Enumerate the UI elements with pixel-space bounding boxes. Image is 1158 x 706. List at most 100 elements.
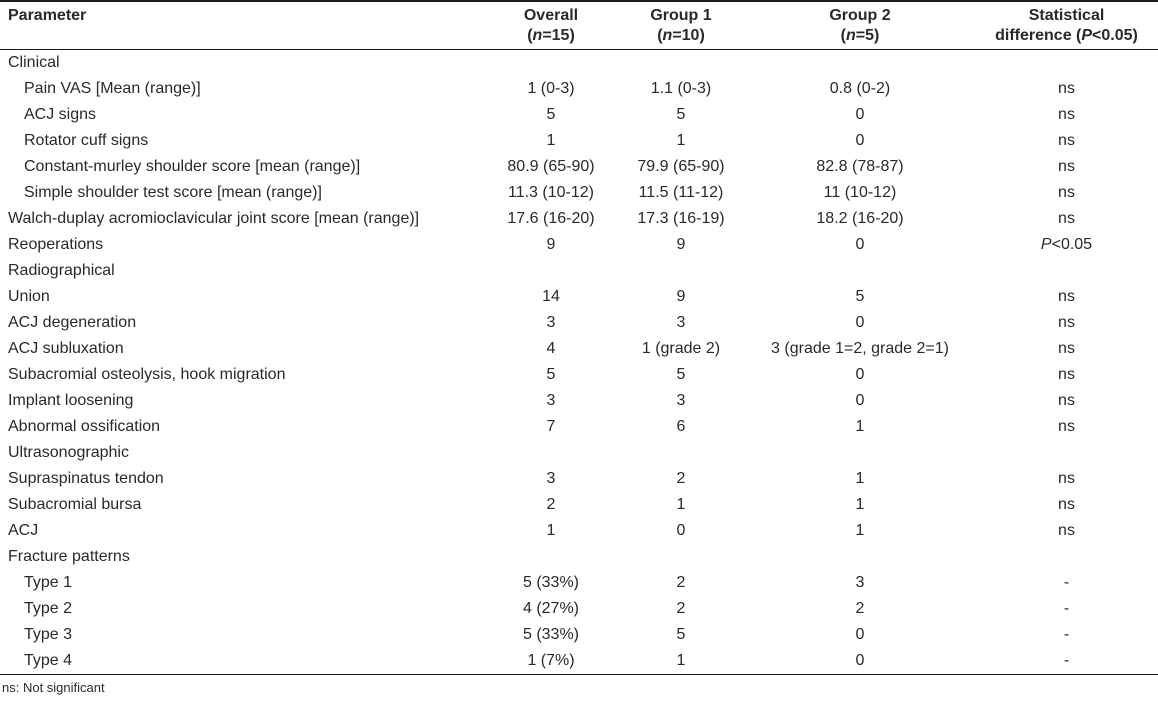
cell-parameter: Type 4 <box>0 648 485 675</box>
cell-overall: 5 <box>546 366 556 383</box>
italic-text: n <box>845 27 856 44</box>
column-header-subscript: (n=15) <box>487 26 615 46</box>
cell-overall: 14 <box>542 288 560 305</box>
section-row: Ultrasonographic <box>0 440 1158 466</box>
text: difference ( <box>995 27 1082 44</box>
table-row: Abnormal ossification 7 6 1 ns <box>0 414 1158 440</box>
empty-cell <box>975 258 1158 284</box>
cell-parameter: ACJ signs <box>24 106 97 123</box>
cell-group1: 2 <box>676 600 686 617</box>
cell-parameter: Type 3 <box>24 626 73 643</box>
cell-parameter: Subacromial bursa <box>8 496 142 513</box>
cell-group2: 3 <box>855 574 865 591</box>
cell-stat: ns <box>1058 366 1075 383</box>
text: =15) <box>542 27 575 44</box>
cell-group2: 0 <box>855 132 865 149</box>
italic-text: n <box>662 27 673 44</box>
cell-group2: 1 <box>855 470 865 487</box>
cell-group2: 3 (grade 1=2, grade 2=1) <box>771 340 949 357</box>
column-header-subscript: (n=5) <box>747 26 973 46</box>
table-head: Parameter Overall (n=15) Group 1 (n=10) Group… <box>0 1 1158 50</box>
text: ( <box>840 27 846 44</box>
cell-stat: ns <box>1058 210 1075 227</box>
table-row: ACJ degeneration 3 3 0 ns <box>0 310 1158 336</box>
cell-group2: 0 <box>855 392 865 409</box>
cell-group1: 9 <box>676 288 686 305</box>
cell-group2: 0 <box>855 314 865 331</box>
cell-parameter: Type 1 <box>24 574 73 591</box>
table-row: ACJ subluxation 4 1 (grade 2) 3 (grade 1=2,… <box>0 336 1158 362</box>
column-header-stat: Statistical difference (P<0.05) <box>975 1 1158 50</box>
table-row: Subacromial bursa 2 1 1 ns <box>0 492 1158 518</box>
cell-overall: 1 (0-3) <box>527 80 575 97</box>
cell-parameter: Simple shoulder test score [mean (range)… <box>24 184 322 201</box>
column-header-subscript: difference (P<0.05) <box>977 26 1156 46</box>
section-label: Fracture patterns <box>8 548 130 565</box>
table-row: Union 14 9 5 ns <box>0 284 1158 310</box>
cell-group2: 2 <box>855 600 865 617</box>
cell-stat: ns <box>1058 392 1075 409</box>
table-row: Type 1 5 (33%) 2 3 - <box>0 570 1158 596</box>
cell-overall: 2 <box>546 496 556 513</box>
table-footnote: ns: Not significant <box>2 680 105 695</box>
cell-stat: ns <box>1058 470 1075 487</box>
table-row: Subacromial osteolysis, hook migration 5 5… <box>0 362 1158 388</box>
cell-overall: 17.6 (16-20) <box>507 210 595 227</box>
cell-group2: 5 <box>855 288 865 305</box>
study-parameters-table: Parameter Overall (n=15) Group 1 (n=10) Group… <box>0 1 1158 675</box>
cell-stat: ns <box>1058 418 1075 435</box>
text: ( <box>527 27 533 44</box>
cell-stat: ns <box>1058 522 1075 539</box>
cell-group1: 11.5 (11-12) <box>638 184 724 201</box>
section-label: Clinical <box>8 54 60 71</box>
cell-group1: 1.1 (0-3) <box>650 80 712 97</box>
empty-cell <box>617 258 745 284</box>
cell-group1: 6 <box>676 418 686 435</box>
cell-group2: 0 <box>855 366 865 383</box>
cell-group1: 1 <box>676 496 686 513</box>
column-header-label: Overall <box>523 7 579 24</box>
cell-parameter: ACJ subluxation <box>8 340 124 357</box>
cell-group1: 5 <box>676 626 686 643</box>
section-label: Ultrasonographic <box>8 444 129 461</box>
column-header-label: Statistical <box>1028 7 1105 24</box>
column-header-overall: Overall (n=15) <box>485 1 617 50</box>
cell-group1: 17.3 (16-19) <box>637 210 725 227</box>
italic-text: P <box>1040 236 1052 253</box>
cell-overall: 7 <box>546 418 556 435</box>
cell-parameter: Subacromial osteolysis, hook migration <box>8 366 286 383</box>
cell-stat: ns <box>1058 496 1075 513</box>
cell-group2: 1 <box>855 418 865 435</box>
table-row: Implant loosening 3 3 0 ns <box>0 388 1158 414</box>
cell-group2: 0.8 (0-2) <box>829 80 891 97</box>
cell-stat: ns <box>1058 184 1075 201</box>
cell-stat: ns <box>1058 158 1075 175</box>
cell-overall: 11.3 (10-12) <box>508 184 594 201</box>
empty-cell <box>617 544 745 570</box>
table-row: Type 3 5 (33%) 5 0 - <box>0 622 1158 648</box>
cell-parameter: Rotator cuff signs <box>24 132 149 149</box>
cell-parameter: Abnormal ossification <box>8 418 161 435</box>
cell-group2: 18.2 (16-20) <box>816 210 904 227</box>
cell-parameter: ACJ degeneration <box>8 314 137 331</box>
cell-group2: 11 (10-12) <box>823 184 897 201</box>
column-header-label: Group 2 <box>829 7 891 24</box>
column-header-label: Group 1 <box>650 7 712 24</box>
cell-group1: 5 <box>676 366 686 383</box>
cell-stat: ns <box>1058 106 1075 123</box>
cell-group1: 79.9 (65-90) <box>637 158 725 175</box>
column-header-label: Parameter <box>8 7 87 24</box>
section-row: Clinical <box>0 50 1158 77</box>
text: <0.05) <box>1092 27 1138 44</box>
cell-overall: 5 (33%) <box>522 626 580 643</box>
empty-cell <box>617 440 745 466</box>
cell-overall: 9 <box>546 236 556 253</box>
table-row: Rotator cuff signs 1 1 0 ns <box>0 128 1158 154</box>
empty-cell <box>485 440 617 466</box>
empty-cell <box>975 50 1158 77</box>
text: =10) <box>672 27 705 44</box>
cell-overall: 80.9 (65-90) <box>507 158 595 175</box>
cell-overall: 4 (27%) <box>522 600 580 617</box>
italic-text: n <box>532 27 543 44</box>
